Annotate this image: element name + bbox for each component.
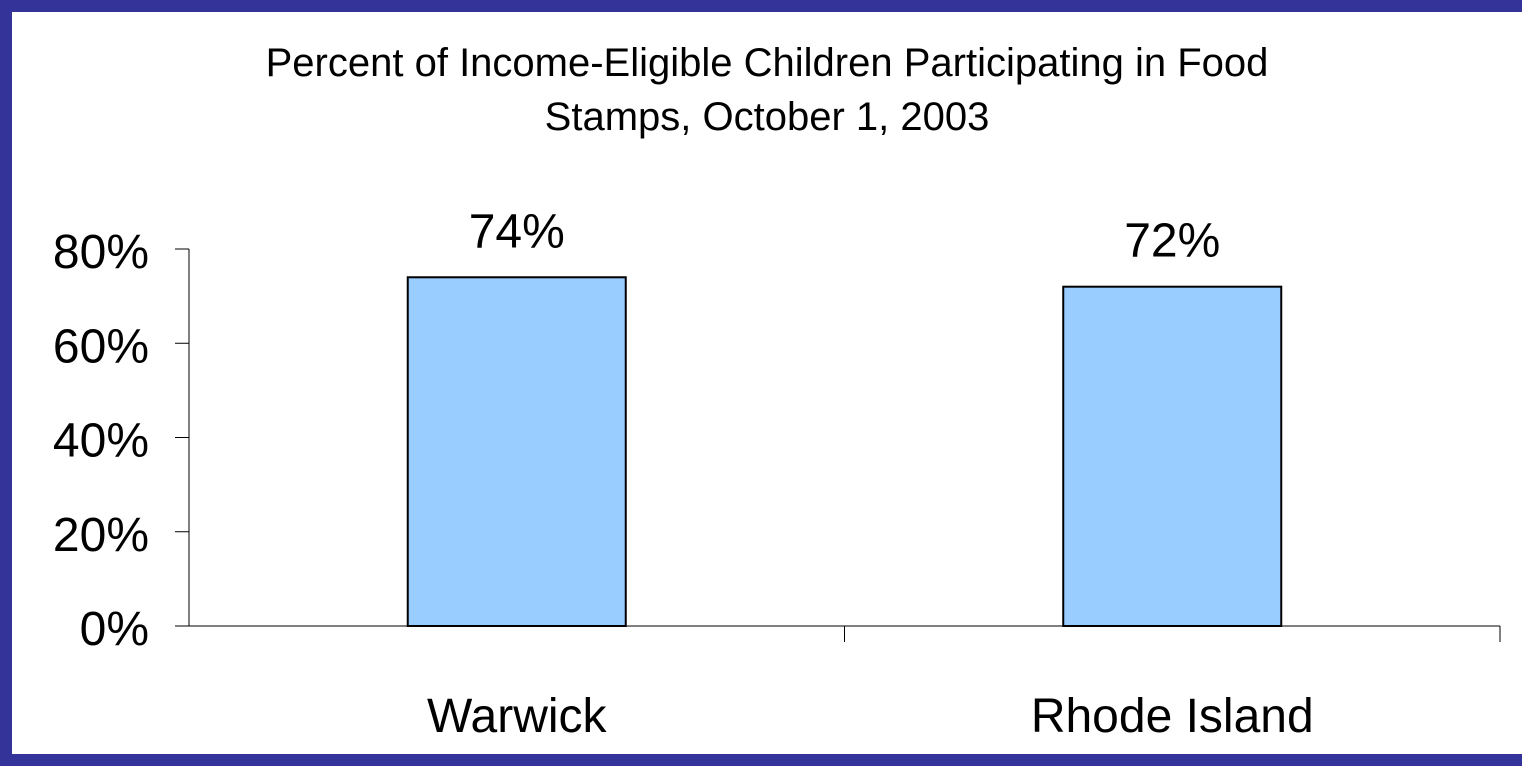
chart-title-line-2: Stamps, October 1, 2003: [544, 95, 990, 139]
bar-warwick: [406, 276, 627, 627]
chart-title-line-1: Percent of Income-Eligible Children Part…: [265, 41, 1269, 85]
data-labels: 74% 72%: [469, 205, 1221, 267]
x-tick-label: Rhode Island: [1031, 690, 1314, 743]
x-tick-label: Warwick: [427, 690, 608, 743]
y-axis: 0% 20% 40% 60% 80%: [53, 226, 190, 656]
data-label: 72%: [1124, 215, 1220, 268]
y-tick-label: 80%: [53, 226, 149, 279]
data-label: 74%: [469, 205, 565, 258]
bars: [406, 276, 1283, 627]
y-tick-label: 60%: [53, 320, 149, 373]
bar-rhode-island: [1062, 285, 1283, 627]
y-tick-label: 20%: [53, 509, 149, 562]
chart-title: Percent of Income-Eligible Children Part…: [12, 36, 1522, 144]
x-axis: Warwick Rhode Island: [189, 625, 1501, 743]
y-tick-label: 40%: [53, 415, 149, 468]
y-tick-label: 0%: [80, 603, 149, 656]
